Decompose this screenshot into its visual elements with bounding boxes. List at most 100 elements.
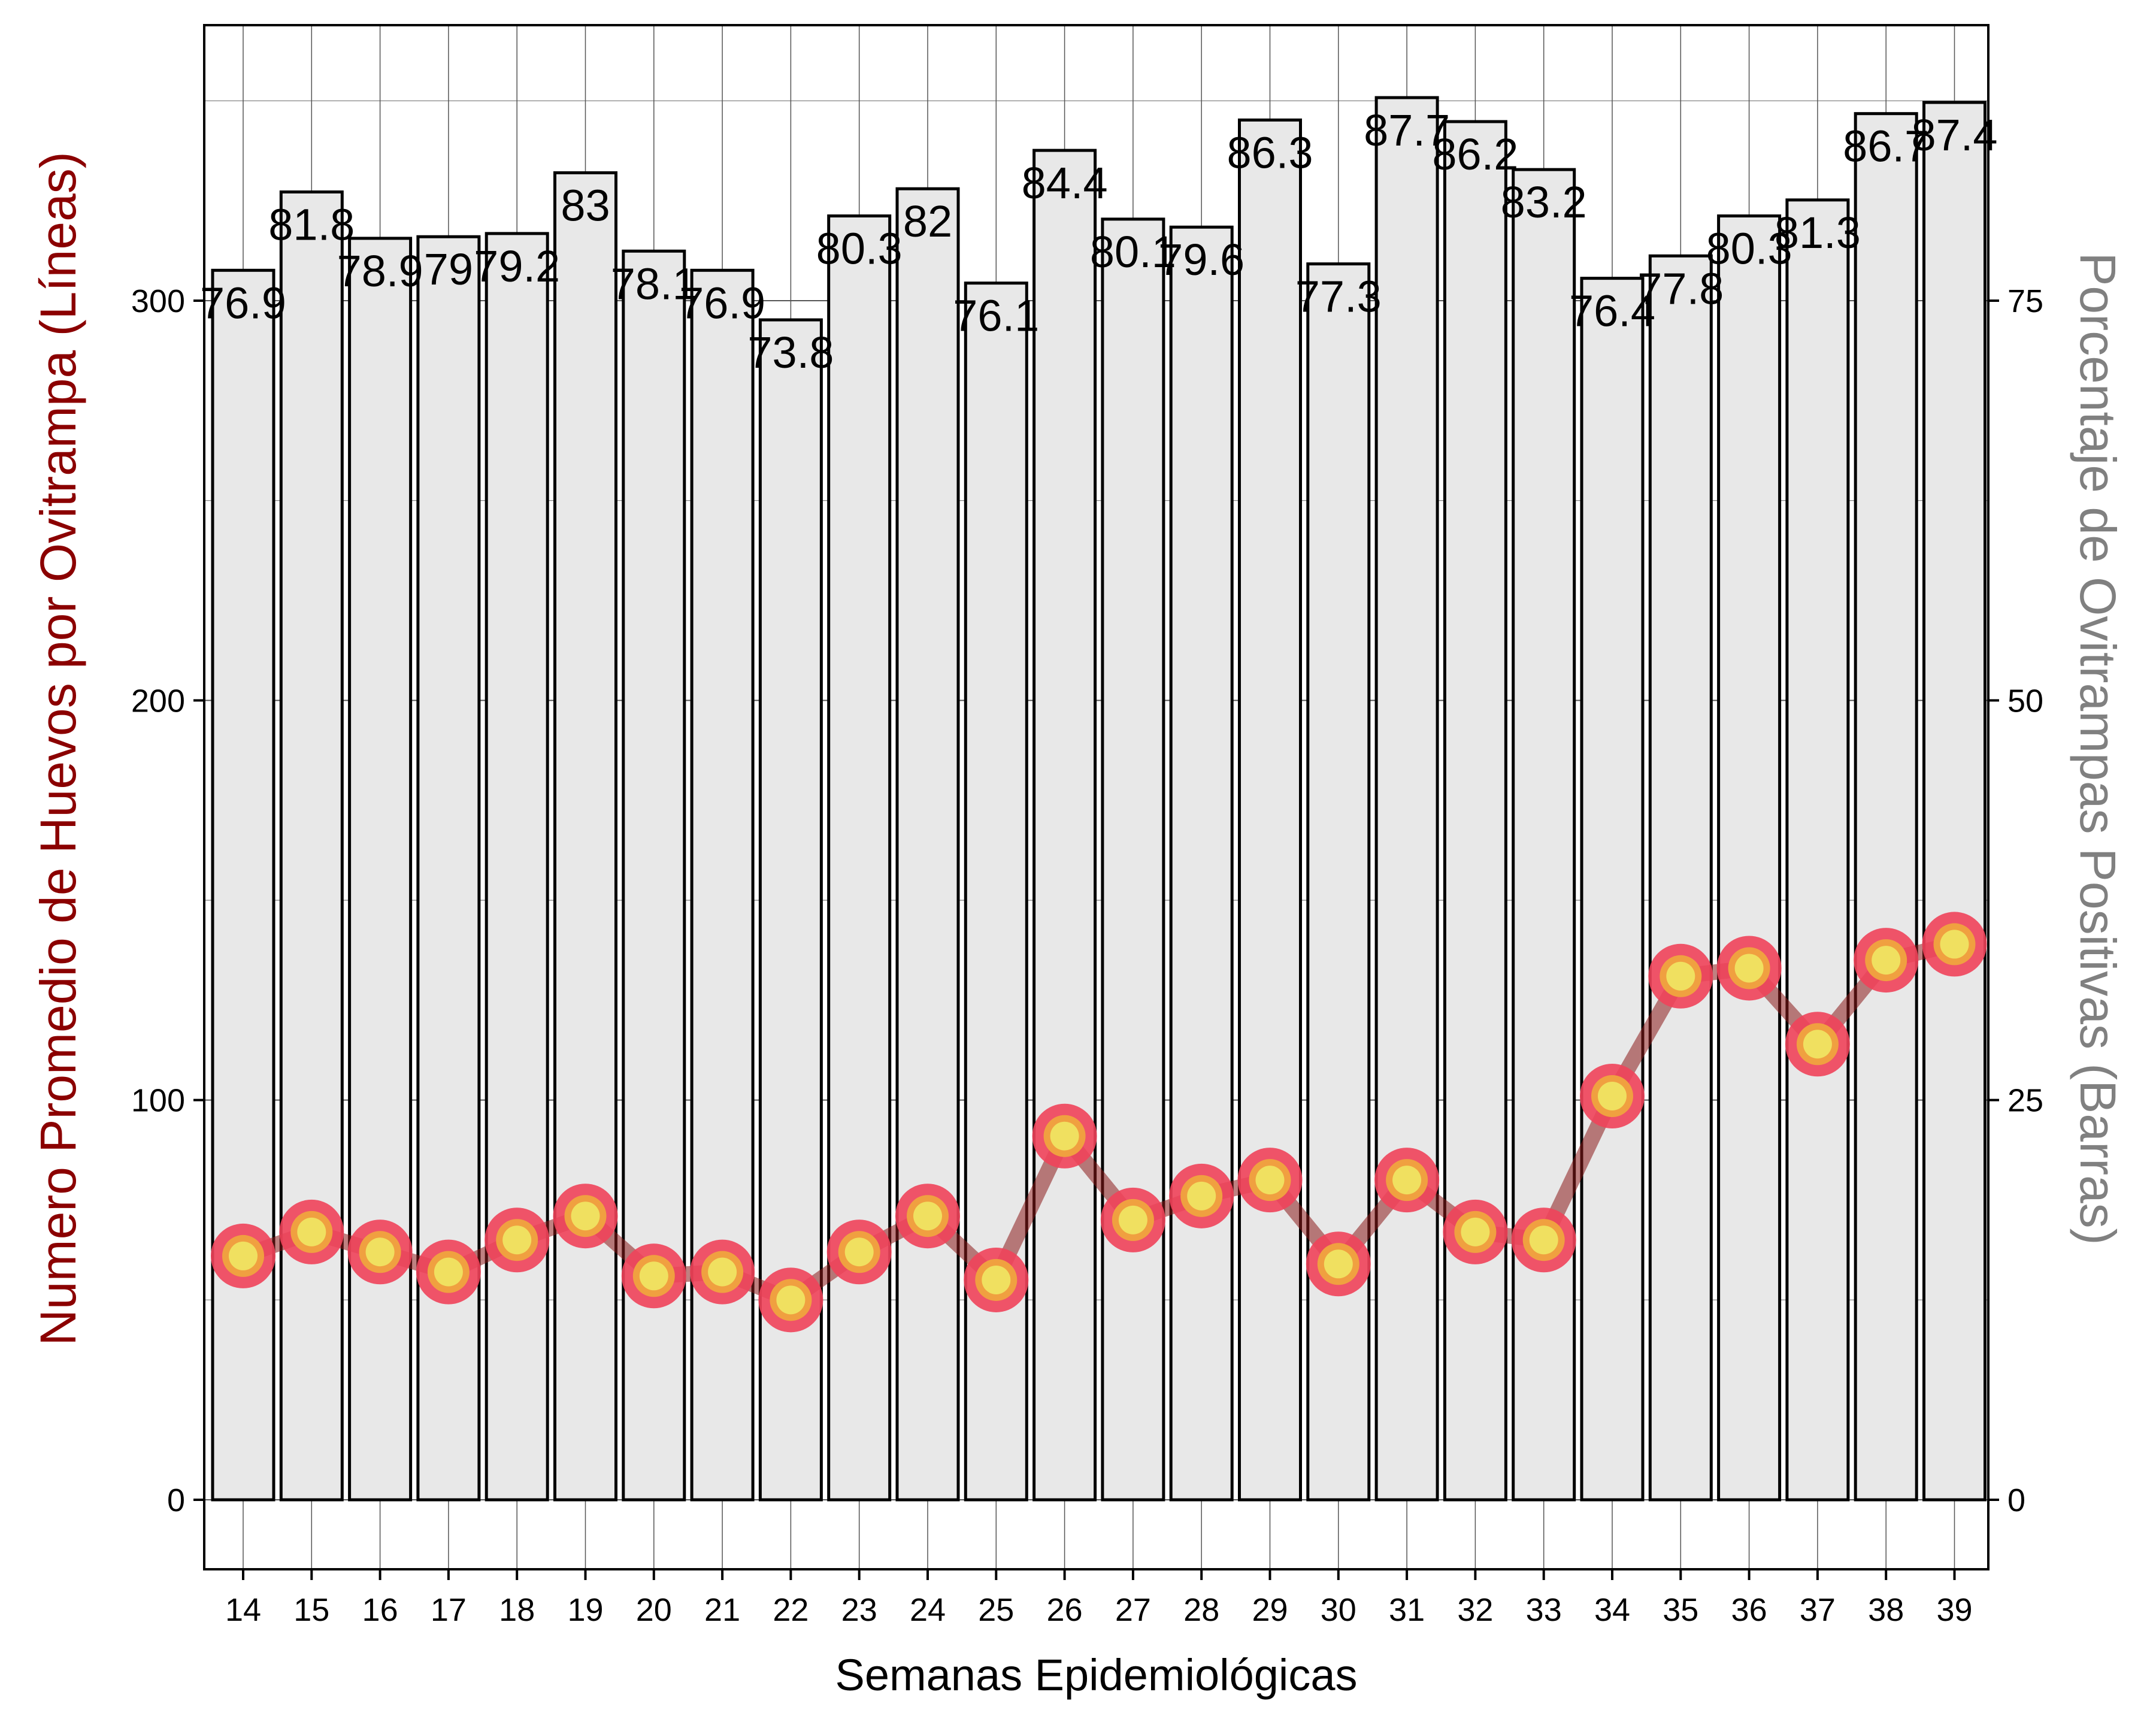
line-point (690, 1239, 755, 1305)
line-point (1511, 1208, 1576, 1273)
bar-labels: 76.981.878.9 79 79.28378.176.973.880.38276… (200, 105, 1998, 377)
x-axis-title: Semanas Epidemiológicas (835, 1650, 1357, 1700)
bar (1306, 262, 1371, 1502)
x-axis-tick-label: 20 (636, 1592, 672, 1628)
x-axis-tick-label: 17 (431, 1592, 467, 1628)
bar-value-label: 79.2 (474, 241, 560, 291)
line-point-core (1324, 1249, 1353, 1279)
line-point (621, 1243, 686, 1309)
bar (1169, 225, 1234, 1502)
line-point-core (297, 1217, 326, 1246)
right-axis-title: Porcentaje de Ovitrampas Positivas (Barr… (2070, 252, 2126, 1245)
bar (1854, 112, 1918, 1502)
line-point (1580, 1063, 1645, 1128)
line-point-core (1118, 1205, 1147, 1234)
line-point (1854, 928, 1919, 993)
x-axis-tick-label: 14 (225, 1592, 261, 1628)
bar-value-label: 77.3 (1295, 272, 1382, 322)
line-point-core (913, 1202, 942, 1231)
bar-value-label: 79.6 (1158, 235, 1244, 285)
x-axis-tick-label: 30 (1321, 1592, 1356, 1628)
line-point (1785, 1012, 1850, 1077)
bar (211, 268, 275, 1502)
line-point (1306, 1231, 1371, 1297)
line-point (758, 1267, 823, 1333)
line-point (1237, 1148, 1303, 1213)
left-axis-tick-label: 100 (131, 1083, 185, 1119)
line-point-core (1734, 954, 1764, 983)
x-axis-tick-label: 23 (841, 1592, 877, 1628)
line-point (1922, 912, 1987, 977)
x-axis-tick-label: 32 (1457, 1592, 1493, 1628)
right-axis-tick-label: 0 (2007, 1482, 2025, 1518)
bar (416, 235, 481, 1502)
left-axis-tick-label: 300 (131, 283, 185, 319)
x-axis-tick-label: 15 (293, 1592, 329, 1628)
line-point (1032, 1103, 1097, 1169)
right-axis-tick-label: 75 (2007, 283, 2043, 319)
x-axis-tick-label: 16 (362, 1592, 398, 1628)
right-axis-tick-label: 25 (2007, 1083, 2043, 1119)
line-point-core (502, 1225, 532, 1255)
x-axis-tick-label: 18 (499, 1592, 535, 1628)
bar (827, 214, 892, 1502)
bar-value-label: 76.1 (953, 291, 1039, 341)
bar-value-label: 83.2 (1501, 177, 1587, 227)
bar-value-label: 76.4 (1569, 286, 1655, 336)
line-point (1443, 1199, 1508, 1264)
bar (622, 249, 686, 1502)
line-point-core (776, 1285, 806, 1315)
axes: 0 100 200 300 0 25 50 75 14 15 16 17 18 19 20 21 22 23 24 2… (131, 283, 2043, 1628)
line-point (211, 1223, 275, 1288)
left-axis-tick-label: 200 (131, 683, 185, 719)
line-point-core (571, 1202, 600, 1231)
x-axis-tick-label: 29 (1252, 1592, 1288, 1628)
bar (348, 237, 413, 1502)
line-point (1169, 1163, 1234, 1228)
line-point-core (1461, 1217, 1490, 1246)
bar-value-label: 76.9 (679, 278, 765, 328)
x-axis-tick-label: 37 (1800, 1592, 1836, 1628)
x-axis-tick-label: 39 (1936, 1592, 1972, 1628)
x-axis-tick-label: 26 (1047, 1592, 1083, 1628)
line-point (1374, 1148, 1440, 1213)
bar-value-label: 79 (424, 244, 473, 294)
bar-value-label: 81.3 (1775, 208, 1861, 258)
line-point (347, 1219, 413, 1285)
bar (1238, 118, 1302, 1502)
bar (1580, 277, 1645, 1502)
bar (279, 190, 344, 1502)
bar (1032, 149, 1097, 1502)
bar (1785, 198, 1850, 1502)
left-axis-tick-label: 0 (167, 1482, 185, 1518)
bar-value-label: 73.8 (747, 328, 834, 377)
line-point (485, 1208, 550, 1273)
line-point (279, 1199, 344, 1264)
bar (895, 187, 960, 1502)
line-point (964, 1247, 1029, 1312)
line-point-core (1050, 1121, 1079, 1151)
line-point-core (434, 1257, 463, 1287)
x-axis-tick-label: 38 (1868, 1592, 1904, 1628)
line-point-core (1872, 946, 1901, 975)
line-point-core (1529, 1225, 1558, 1255)
line-point-core (1598, 1081, 1627, 1110)
bar-value-label: 86.3 (1227, 128, 1313, 177)
line-point-core (1666, 961, 1695, 991)
bar-value-label: 87.4 (1911, 110, 1997, 160)
x-axis-tick-label: 22 (773, 1592, 808, 1628)
line-point (416, 1239, 481, 1305)
bar-value-label: 77.8 (1637, 264, 1724, 313)
right-axis-tick-label: 50 (2007, 683, 2043, 719)
line-point-core (229, 1241, 258, 1270)
bar (1648, 254, 1713, 1502)
x-axis-tick-label: 31 (1389, 1592, 1425, 1628)
bar (1374, 96, 1439, 1502)
line-point (1716, 936, 1782, 1001)
bar-value-label: 78.9 (337, 246, 423, 296)
plot-border (203, 24, 1990, 1570)
line-point (1648, 943, 1713, 1009)
bar-value-label: 86.7 (1843, 122, 1929, 171)
x-axis-tick-label: 19 (567, 1592, 603, 1628)
bar-value-label: 80.3 (1706, 224, 1792, 274)
